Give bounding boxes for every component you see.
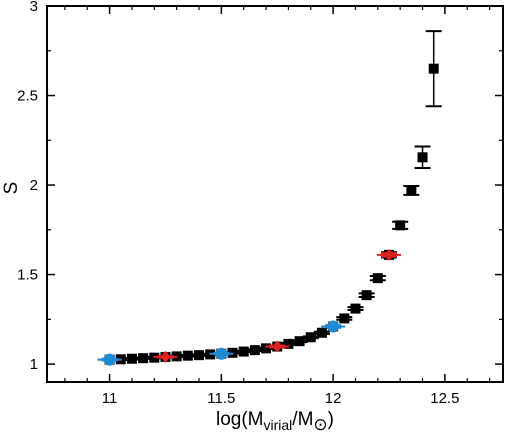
square-marker bbox=[138, 353, 149, 364]
x-tick-label: 11.5 bbox=[207, 390, 235, 407]
square-marker bbox=[339, 313, 350, 324]
plot-frame bbox=[46, 5, 504, 383]
y-tick-label: 2.5 bbox=[17, 88, 38, 105]
circle-marker bbox=[215, 347, 228, 360]
square-marker bbox=[194, 350, 204, 361]
square-marker bbox=[350, 303, 361, 314]
square-data-point bbox=[414, 145, 431, 170]
square-data-point bbox=[302, 332, 319, 343]
diamond-data-point bbox=[377, 248, 401, 261]
square-marker bbox=[283, 338, 294, 349]
x-tick-label: 12 bbox=[325, 390, 342, 407]
square-marker bbox=[395, 220, 406, 231]
square-marker bbox=[249, 345, 260, 356]
square-marker bbox=[428, 63, 439, 74]
y-tick-label: 3 bbox=[30, 0, 38, 15]
diamond-data-point bbox=[265, 340, 290, 353]
square-marker bbox=[316, 327, 327, 338]
square-data-point bbox=[369, 273, 386, 284]
x-tick-label: 12.5 bbox=[430, 390, 459, 407]
x-axis-title-sun-symbol: ⊙ bbox=[313, 415, 327, 434]
x-tick-labels: 11 11.5 12 12.5 bbox=[102, 390, 460, 407]
square-data-point bbox=[392, 220, 409, 231]
square-marker bbox=[294, 336, 305, 347]
diamond-data-point bbox=[153, 350, 178, 363]
x-tick-label: 11 bbox=[102, 390, 118, 407]
axis-ticks bbox=[47, 5, 503, 382]
square-data-point bbox=[425, 30, 442, 108]
square-marker bbox=[406, 185, 417, 196]
y-tick-label: 1 bbox=[30, 356, 38, 373]
square-data-point bbox=[291, 336, 308, 347]
x-axis-title: log(Mvirial/M⊙) bbox=[216, 409, 334, 434]
square-data-point bbox=[358, 290, 375, 301]
square-marker bbox=[238, 346, 249, 357]
diamond-marker bbox=[384, 248, 394, 261]
square-marker bbox=[372, 273, 383, 284]
square-data-point bbox=[336, 313, 353, 324]
square-data-point bbox=[313, 327, 330, 338]
square-marker bbox=[261, 343, 272, 354]
y-tick-label: 2 bbox=[30, 177, 38, 194]
circle-marker bbox=[103, 353, 116, 366]
square-marker bbox=[305, 332, 316, 343]
circle-data-point bbox=[209, 347, 234, 360]
square-data-point bbox=[347, 303, 364, 314]
square-data-point bbox=[403, 184, 420, 196]
x-axis-title-subscript: virial bbox=[264, 417, 293, 433]
y-axis-title: S bbox=[1, 182, 22, 195]
circle-series bbox=[97, 320, 346, 366]
square-series bbox=[101, 30, 442, 365]
diamond-marker bbox=[272, 340, 283, 353]
square-marker bbox=[182, 350, 193, 361]
circle-data-point bbox=[321, 320, 346, 333]
square-marker bbox=[417, 152, 428, 163]
y-tick-label: 1.5 bbox=[17, 267, 38, 284]
y-tick-labels: 1 1.5 2 2.5 3 bbox=[17, 0, 38, 373]
square-marker bbox=[126, 353, 137, 364]
circle-marker bbox=[327, 320, 340, 333]
square-marker bbox=[361, 290, 372, 301]
circle-data-point bbox=[97, 353, 122, 366]
x-axis-title-suffix: ) bbox=[328, 409, 334, 430]
x-axis-title-middle: /M bbox=[292, 409, 313, 430]
data-points bbox=[97, 30, 442, 366]
diamond-marker bbox=[160, 350, 171, 363]
x-axis-title-prefix: log(M bbox=[216, 409, 264, 430]
